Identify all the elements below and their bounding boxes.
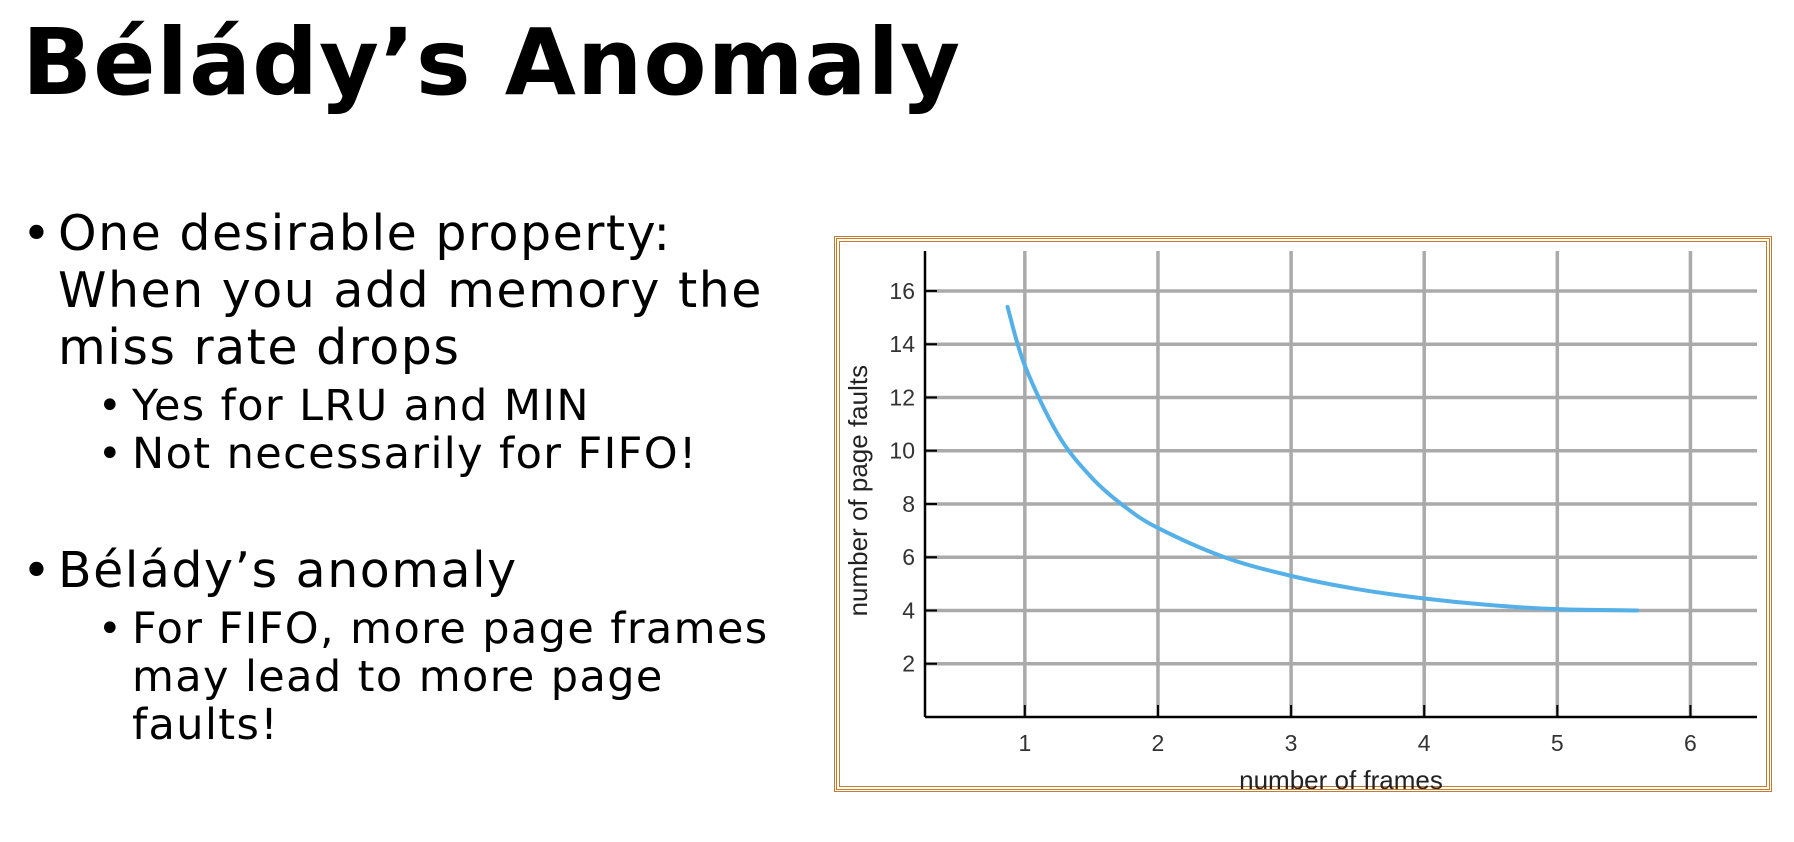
bullet-item: • Bélády’s anomaly • For FIFO, more page… xyxy=(22,542,802,749)
bullet-dot-icon: • xyxy=(22,542,53,599)
sub-bullet-list: • For FIFO, more page frames may lead to… xyxy=(58,605,802,749)
sub-bullet-text: For FIFO, more page frames may lead to m… xyxy=(132,604,769,750)
bullet-text: One desirable property: When you add mem… xyxy=(58,205,763,376)
x-tick-label: 2 xyxy=(1152,730,1165,756)
bullet-text: Bélády’s anomaly xyxy=(58,542,518,599)
bullet-dot-icon: • xyxy=(98,383,123,429)
bullet-list: • One desirable property: When you add m… xyxy=(22,205,802,749)
x-axis-label: number of frames xyxy=(1239,765,1443,789)
y-tick-label: 12 xyxy=(889,384,915,410)
axes xyxy=(923,251,1757,719)
x-tick-label: 1 xyxy=(1018,730,1031,756)
bullet-item: • One desirable property: When you add m… xyxy=(22,205,802,478)
y-tick-label: 16 xyxy=(889,278,915,304)
y-tick-label: 14 xyxy=(889,331,915,357)
bullet-dot-icon: • xyxy=(22,205,53,262)
sub-bullet-item: • Yes for LRU and MIN xyxy=(58,382,802,430)
bullet-dot-icon: • xyxy=(98,606,123,652)
x-tick-label: 5 xyxy=(1551,730,1564,756)
y-axis-label: number of page faults xyxy=(843,365,873,617)
y-tick-label: 6 xyxy=(902,544,915,570)
spacer xyxy=(22,478,802,542)
y-tick-label: 4 xyxy=(902,597,915,623)
chart-frame: 1 2 3 4 5 6 2 4 6 8 10 12 14 16 number of frames numb… xyxy=(834,236,1772,792)
y-tick-label: 8 xyxy=(902,491,915,517)
y-tick-label: 10 xyxy=(889,438,915,464)
sub-bullet-text: Not necessarily for FIFO! xyxy=(132,429,698,479)
series-line xyxy=(1005,304,1640,613)
grid-lines xyxy=(925,251,1757,717)
sub-bullet-text: Yes for LRU and MIN xyxy=(132,381,590,431)
x-tick-label: 4 xyxy=(1418,730,1431,756)
slide-title: Bélády’s Anomaly xyxy=(22,9,962,116)
bullet-dot-icon: • xyxy=(98,431,123,477)
x-tick-label: 3 xyxy=(1285,730,1298,756)
sub-bullet-item: • For FIFO, more page frames may lead to… xyxy=(58,605,802,749)
x-tick-label: 6 xyxy=(1684,730,1697,756)
sub-bullet-list: • Yes for LRU and MIN • Not necessarily … xyxy=(58,382,802,478)
y-tick-label: 2 xyxy=(902,651,915,677)
sub-bullet-item: • Not necessarily for FIFO! xyxy=(58,430,802,478)
